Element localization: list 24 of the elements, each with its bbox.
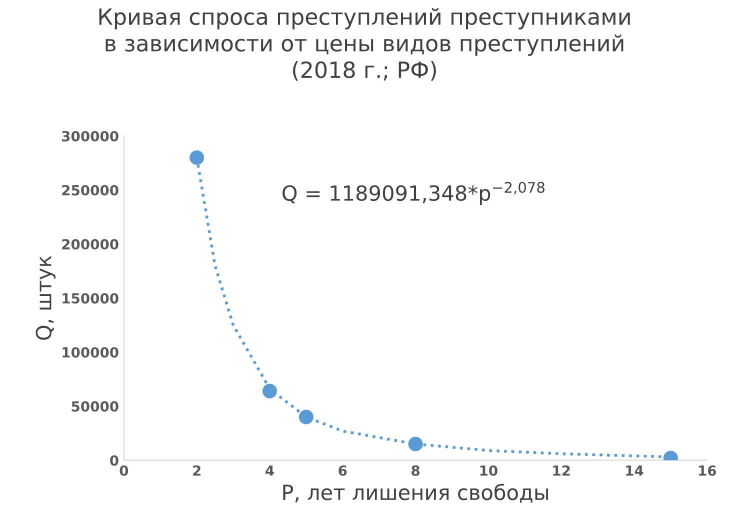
x-tick-label: 6	[338, 465, 347, 476]
y-tick-label: 100000	[62, 347, 118, 358]
chart-title: Кривая спроса преступлений преступниками в зависимости от цены видов преступлений (2018 г.; РФ)	[99, 8, 630, 81]
y-tick-label: 200000	[62, 239, 118, 250]
x-tick-label: 10	[480, 465, 498, 476]
y-tick-label: 0	[110, 455, 118, 466]
y-axis-title: Q, штук	[36, 256, 56, 340]
x-tick-label: 8	[412, 465, 420, 476]
x-tick-label: 4	[266, 466, 274, 476]
annotation: Q = 1189091,348*p$^{−2,078}$	[282, 182, 544, 206]
x-tick-label: 2	[193, 465, 200, 476]
point	[408, 436, 423, 452]
x-tick-label: 16	[699, 465, 716, 476]
x-tick-label: 12	[553, 465, 570, 476]
x-tick-label: 0	[120, 465, 128, 476]
point	[262, 384, 278, 398]
y-tick-label: 250000	[62, 184, 118, 196]
point	[298, 410, 314, 424]
x-tick-label: 14	[626, 466, 644, 476]
y-tick-label: 300000	[62, 130, 118, 142]
x-axis-title: P, лет лишения свободы	[283, 484, 548, 503]
y-tick-label: 150000	[62, 293, 118, 304]
y-tick-label: 50000	[72, 401, 118, 412]
point	[190, 150, 204, 165]
